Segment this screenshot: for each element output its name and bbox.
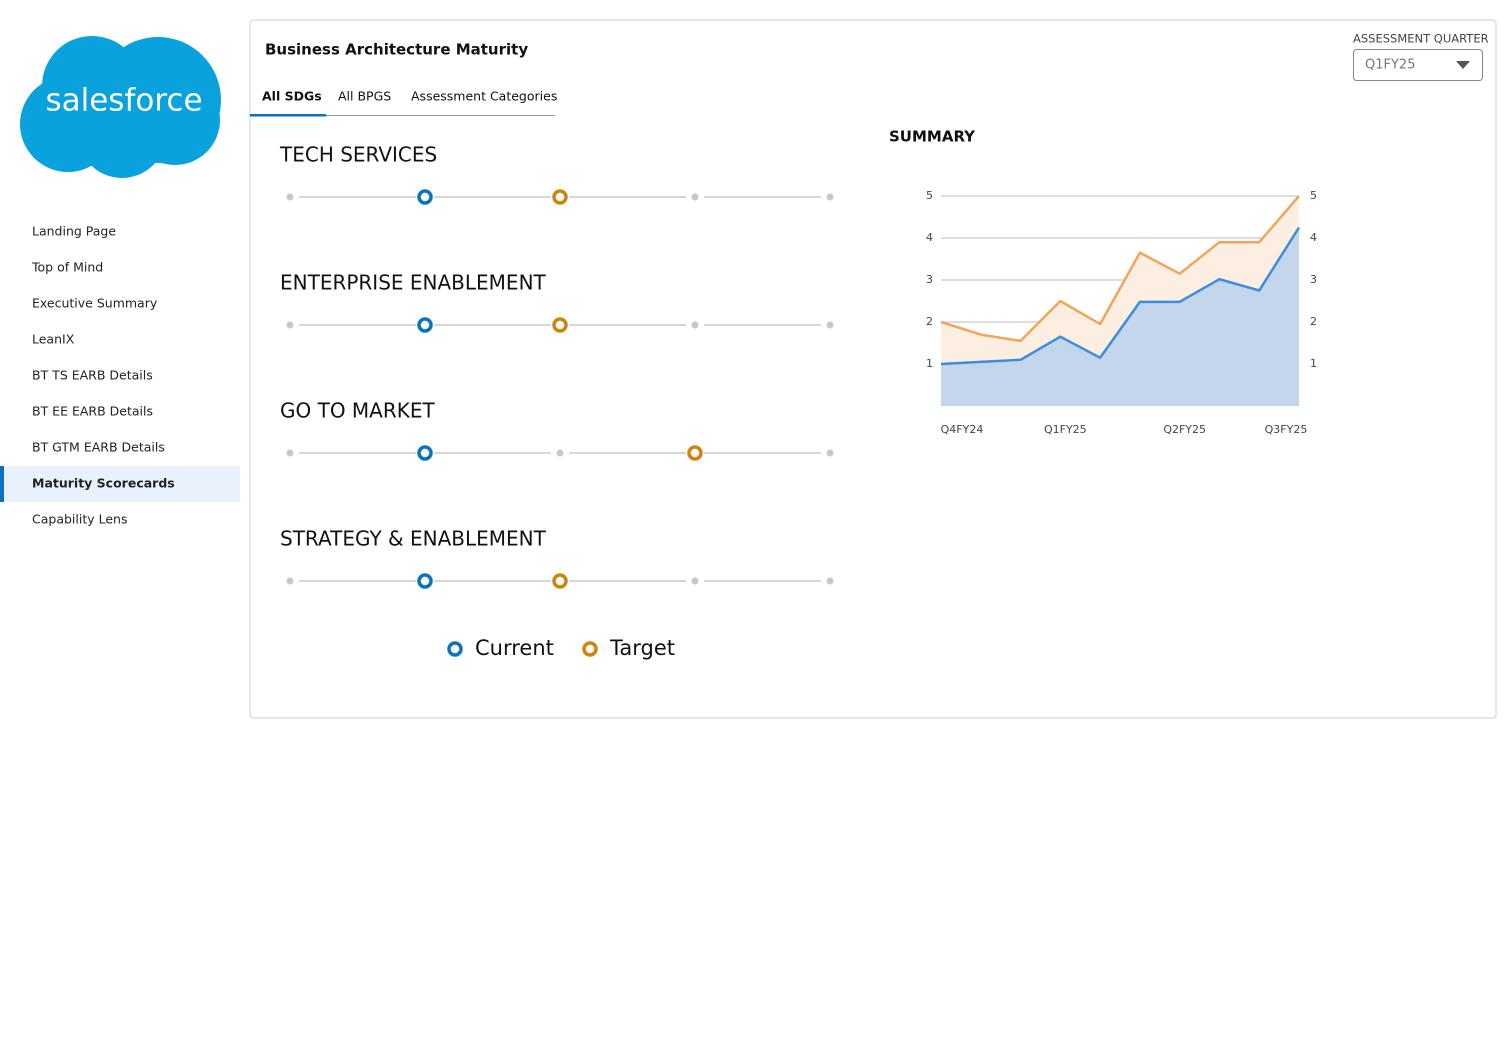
y-tick-label: 3 [926,273,933,286]
area-line [940,195,1300,343]
dropdown-arrow [1456,61,1470,69]
tabs: All SDGs All BPGS Assessment Categories [250,89,557,117]
scorecard-title: TECH SERVICES [279,143,437,167]
scale-dot [286,449,294,457]
legend-target-marker [582,641,598,657]
scale-dot [691,321,699,329]
target-marker [552,189,568,205]
quarter-dropdown[interactable] [1353,49,1483,81]
nav-item[interactable]: BT GTM EARB Details [32,440,165,455]
nav-item[interactable]: Executive Summary [32,296,158,311]
nav-item[interactable]: BT EE EARB Details [32,404,153,419]
nav-active-bar [0,466,4,502]
current-marker [417,317,433,333]
scale-dot [826,321,834,329]
legend-target: Target [609,636,675,660]
target-marker [687,445,703,461]
area-fill [941,227,1299,406]
scorecards: TECH SERVICES ENTERPRISE ENABLEMENT GO TO … [279,143,834,589]
nav-item[interactable]: Top of Mind [31,260,103,275]
x-tick-label: Q1FY25 [1044,423,1087,436]
tab[interactable]: All BPGS [338,89,391,104]
nav-item[interactable]: Landing Page [32,224,116,239]
y-tick-label: 2 [926,315,933,328]
tab[interactable]: Assessment Categories [411,89,557,104]
tab-underline [250,114,326,117]
y2-tick-label: 5 [1310,189,1317,202]
area-line [940,226,1301,366]
nav-item[interactable]: Capability Lens [32,512,127,527]
scale-dot [286,321,294,329]
nav-item[interactable]: Maturity Scorecards [32,476,175,491]
legend: Current Target [447,636,675,660]
current-marker [417,445,433,461]
target-marker [552,573,568,589]
summary-chart: 1 2 3 4 5 1 2 3 4 5 Q4FY24 Q1FY25 Q2FY25 Q3FY25 [926,189,1317,436]
legend-current-marker [447,641,463,657]
scale-dot [286,193,294,201]
scorecard-title: GO TO MARKET [280,399,436,423]
x-tick-label: Q4FY24 [941,423,984,436]
logo-text: salesforce [45,83,202,119]
scorecard-title: ENTERPRISE ENABLEMENT [280,271,547,295]
scale-dot [826,577,834,585]
y-tick-label: 4 [926,231,933,244]
x-tick-label: Q3FY25 [1265,423,1308,436]
scale-dot [691,193,699,201]
logo[interactable] [20,36,221,178]
current-marker [417,573,433,589]
x-tick-label: Q2FY25 [1163,423,1206,436]
current-marker [417,189,433,205]
y2-tick-label: 2 [1310,315,1317,328]
tab[interactable]: All SDGs [262,89,322,104]
scale-dot [826,193,834,201]
sidebar-nav: Landing Page Top of Mind Executive Summary… [0,224,240,527]
nav-item[interactable]: BT TS EARB Details [32,368,153,383]
nav-item[interactable]: LeanIX [32,332,75,347]
y-tick-label: 5 [926,189,933,202]
y2-tick-label: 1 [1310,357,1317,370]
card-title: Business Architecture Maturity [265,41,528,59]
y2-tick-label: 3 [1310,273,1317,286]
scale-dot [691,577,699,585]
quarter-value: Q1FY25 [1365,58,1415,73]
chart-title: SUMMARY [889,128,976,146]
y2-tick-label: 4 [1310,231,1317,244]
quarter-label: ASSESSMENT QUARTER [1353,32,1489,46]
scorecard-title: STRATEGY & ENABLEMENT [280,527,547,551]
scale-dot [826,449,834,457]
legend-current: Current [475,636,554,660]
y-tick-label: 1 [926,357,933,370]
nav-active-bg [0,466,240,502]
target-marker [552,317,568,333]
scale-dot [286,577,294,585]
scale-dot [556,449,564,457]
